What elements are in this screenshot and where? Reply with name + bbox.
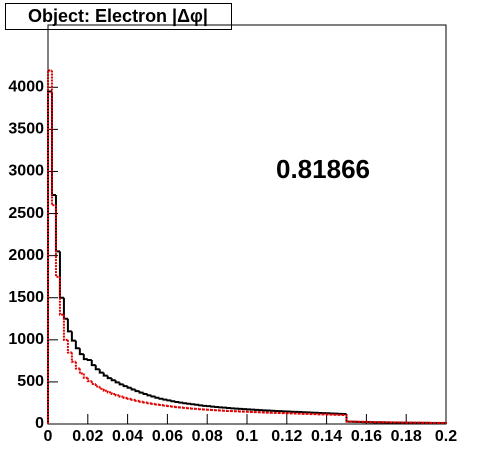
y-tick-label: 2500 [8,205,44,222]
histogram-step [142,392,148,396]
histogram-step [82,373,88,379]
annotation: 0.81866 [276,154,370,184]
histogram-step [47,69,52,424]
histogram-step [82,354,88,361]
histogram-step [130,398,136,401]
histogram-step [146,402,152,405]
histogram-step [154,403,160,406]
histogram-step [70,331,76,342]
histogram-step [178,401,184,404]
histogram-step [78,348,84,356]
histogram-step [106,390,112,394]
x-tick-label: 0.14 [311,428,342,445]
x-tick-label: 0.1 [236,428,258,445]
histogram-step [66,318,72,333]
histogram-step [134,399,140,402]
x-tick-label: 0.18 [391,428,422,445]
histogram-step [134,389,140,393]
histogram-step [66,339,72,354]
histogram-step [170,400,176,403]
x-tick-label: 0.16 [351,428,382,445]
histogram-step [90,360,96,367]
y-tick-label: 2000 [8,247,44,264]
histogram-step [126,386,132,389]
histogram-step [442,421,447,424]
histogram-step [150,395,156,398]
x-tick-label: 0.04 [112,428,143,445]
histogram-step [102,372,108,377]
y-tick-label: 4000 [8,79,44,96]
histogram-step [86,377,92,383]
histogram-step [186,402,192,405]
x-tick-label: 0.06 [152,428,183,445]
histogram-step [162,398,168,401]
histogram-step [74,340,80,350]
histogram-step [74,361,80,370]
histogram-step [345,414,351,423]
y-tick-label: 1000 [8,331,44,348]
histogram-step [166,399,172,402]
histogram-step [158,397,164,400]
histogram-step [174,400,180,403]
histogram-step [90,381,96,386]
histogram-step [122,384,128,388]
y-tick-label: 3000 [8,163,44,180]
histogram-step [58,276,64,316]
histogram-step [194,403,200,406]
histogram-step [182,402,188,405]
histogram-step [138,400,144,403]
x-tick-label: 0 [44,428,53,445]
histogram-step [126,397,132,400]
histogram-step [150,402,156,405]
x-tick-label: 0.02 [72,428,103,445]
histogram-step [198,404,204,407]
histogram-step [106,375,112,380]
histogram-step [166,405,172,408]
histogram-step [190,403,196,406]
histogram-step [70,352,76,363]
histogram-step [118,395,124,398]
histogram-step [62,314,68,341]
y-tick-label: 0 [35,415,44,432]
histogram-step [98,369,104,374]
histogram-step [110,378,116,382]
histogram-step [114,393,120,397]
y-tick-label: 500 [17,373,44,390]
histogram-step [118,382,124,386]
histogram-step [154,396,160,399]
histogram-step [146,394,152,397]
x-tick-label: 0.2 [435,428,457,445]
histogram-step [138,391,144,394]
histogram-step [94,384,100,388]
y-tick-label: 1500 [8,289,44,306]
histogram-step [122,396,128,399]
histogram-step [102,388,108,392]
chart-title: Object: Electron |Δφ| [28,6,208,26]
histogram-step [158,404,164,407]
y-tick-label: 3500 [8,121,44,138]
histogram-step [162,404,168,407]
histogram-step [47,90,52,424]
histogram-step [130,387,136,391]
histogram-step [78,368,84,375]
histogram-step [98,386,104,390]
histogram-step [110,392,116,395]
histogram-step [94,365,100,371]
histogram-step [202,404,208,407]
histogram-step [142,401,148,404]
histogram-step [170,405,176,408]
histogram-step [114,380,120,384]
x-tick-label: 0.12 [271,428,302,445]
x-tick-label: 0.08 [192,428,223,445]
histogram-step [86,359,92,362]
